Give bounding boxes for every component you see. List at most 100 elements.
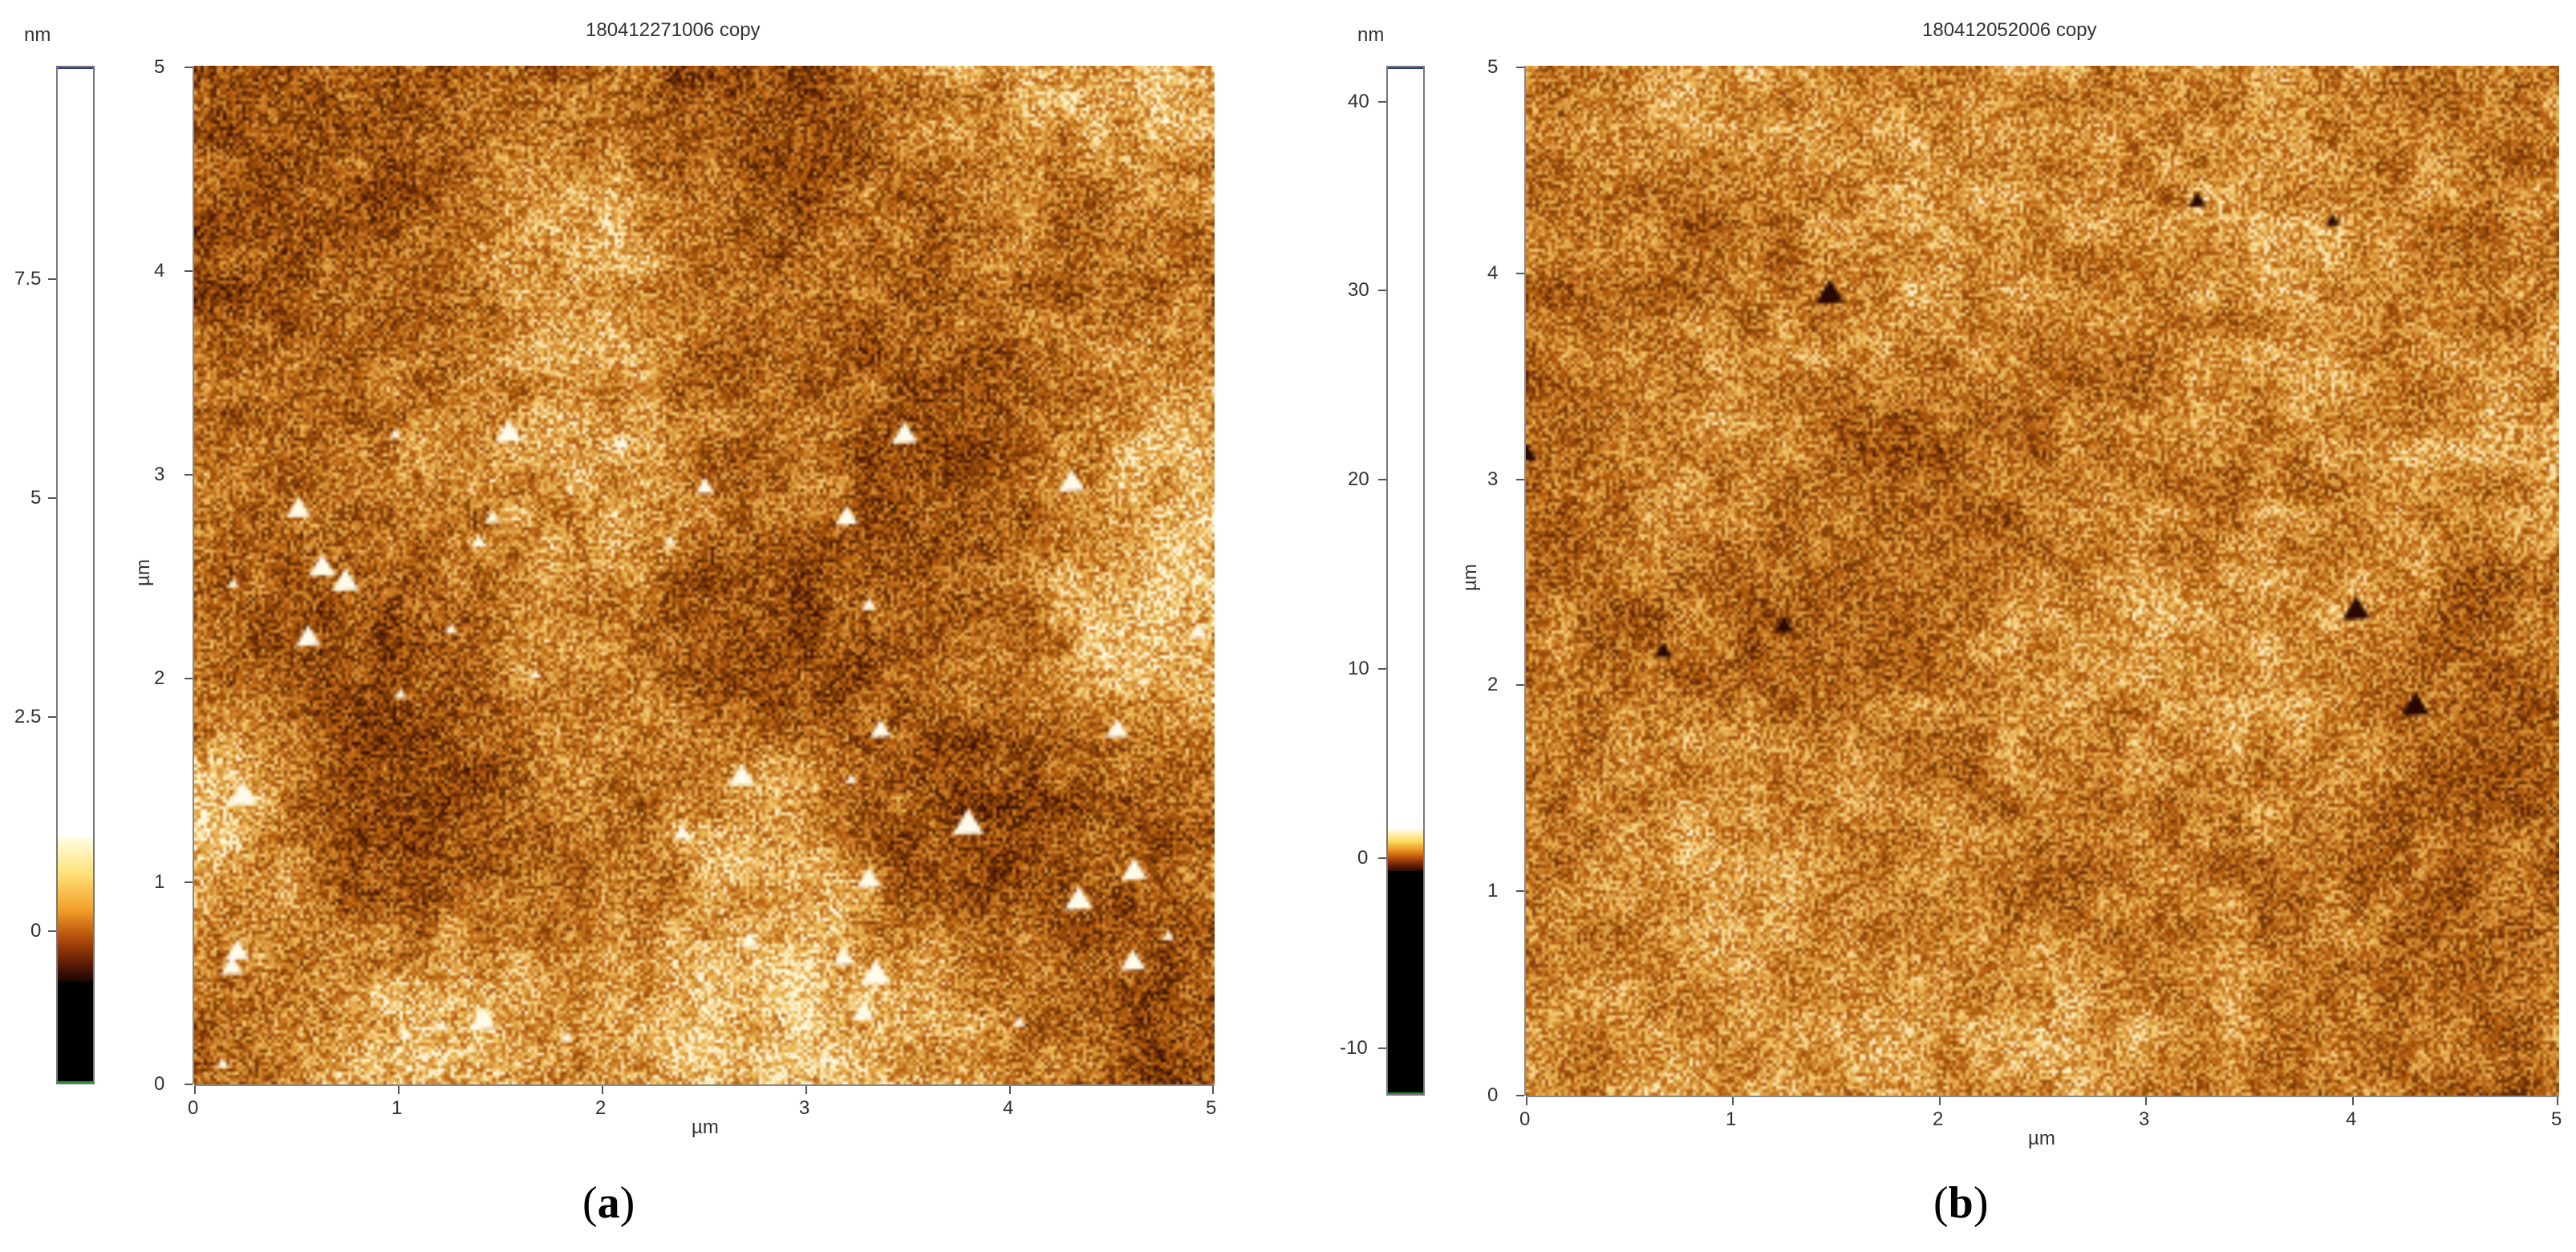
cbar-b-tick-20 [1378,479,1386,480]
colorbar-b-bottom-line [1388,1092,1423,1094]
y-tick-b-4 [1516,273,1524,274]
cbar-b-label-0: 0 [1357,847,1369,869]
cbar-a-tick-7-5 [48,278,56,280]
y-tick-a-0 [185,1084,193,1085]
y-tick-b-5 [1516,67,1524,68]
y-tick-a-2 [185,678,193,679]
y-axis-line-a [193,66,194,1084]
x-tick-b-3 [2145,1097,2147,1105]
y-tick-b-3 [1516,479,1524,480]
cbar-a-label-2-5: 2.5 [14,706,42,727]
y-tick-b-1 [1516,890,1524,892]
panel-letter-a: (a) [582,1178,635,1228]
afm-height-image-a [194,66,1215,1084]
colorbar-a-black [58,982,93,1083]
x-axis-label-b: µm [2028,1128,2055,1149]
cbar-b-label-minus-10: -10 [1340,1037,1368,1059]
x-tick-a-1 [398,1086,400,1094]
colorbar-b-white [1388,67,1423,829]
y-tick-label-a-3: 3 [154,464,165,485]
x-tick-label-b-2: 2 [1933,1108,1944,1130]
x-axis-label-a: µm [692,1116,719,1138]
y-tick-label-b-0: 0 [1487,1084,1499,1106]
y-tick-a-4 [185,270,193,272]
cbar-b-label-10: 10 [1348,658,1369,679]
cbar-a-tick-5 [48,497,56,499]
cbar-a-tick-2-5 [48,716,56,718]
x-axis-line-a [194,1084,1215,1086]
x-tick-label-a-4: 4 [1003,1097,1014,1119]
x-tick-a-3 [805,1086,807,1094]
y-axis-line-b [1524,66,1526,1096]
cbar-b-label-40: 40 [1348,91,1369,112]
colorbar-unit-b: nm [1357,24,1385,46]
y-tick-label-b-4: 4 [1487,262,1499,284]
x-tick-a-2 [602,1086,603,1094]
panel-letter-a-text: a [597,1178,620,1228]
x-tick-a-4 [1009,1086,1011,1094]
image-title-b: 180412052006 copy [1922,19,2097,41]
y-tick-label-b-3: 3 [1487,468,1499,490]
x-axis-line-b [1526,1096,2559,1097]
x-tick-a-5 [1212,1086,1214,1094]
cbar-a-label-5: 5 [30,487,42,508]
x-tick-b-1 [1732,1097,1734,1105]
cbar-a-label-7-5: 7.5 [14,268,42,290]
x-tick-label-a-1: 1 [391,1097,403,1119]
cbar-b-tick-minus-10 [1378,1047,1386,1049]
y-tick-label-a-4: 4 [154,260,165,282]
x-tick-b-5 [2557,1097,2558,1105]
panel-letter-b: (b) [1933,1178,1989,1228]
cbar-b-tick-0 [1378,857,1386,859]
cbar-a-label-0: 0 [30,920,42,942]
x-tick-label-b-0: 0 [1519,1108,1531,1130]
afm-image-canvas-a [194,66,1215,1084]
x-tick-label-b-4: 4 [2346,1108,2357,1130]
x-tick-b-2 [1939,1097,1941,1105]
colorbar-a-bottom-line [58,1081,93,1083]
y-axis-label-a: µm [132,559,154,586]
y-axis-label-b: µm [1458,564,1481,591]
image-title-a: 180412271006 copy [586,19,761,41]
colorbar-b-gradient [1388,829,1423,871]
x-tick-label-a-5: 5 [1206,1097,1217,1119]
y-tick-label-b-1: 1 [1487,880,1499,902]
y-tick-b-0 [1516,1095,1524,1096]
x-tick-label-a-3: 3 [799,1097,810,1119]
y-tick-b-2 [1516,684,1524,686]
cbar-b-label-30: 30 [1348,279,1369,301]
y-tick-label-a-2: 2 [154,667,165,689]
cbar-b-label-20: 20 [1348,468,1369,490]
colorbar-a-gradient [58,837,93,982]
y-tick-label-b-5: 5 [1487,56,1499,78]
afm-height-image-b [1526,66,2559,1096]
y-tick-label-a-0: 0 [154,1073,165,1095]
x-tick-a-0 [194,1086,196,1094]
cbar-a-tick-0 [48,930,56,932]
cbar-b-tick-40 [1378,101,1386,103]
x-tick-b-4 [2352,1097,2354,1105]
x-tick-label-b-1: 1 [1726,1108,1737,1130]
x-tick-label-a-0: 0 [188,1097,199,1119]
x-tick-label-b-5: 5 [2551,1108,2562,1130]
cbar-b-tick-10 [1378,668,1386,670]
y-tick-a-3 [185,474,193,476]
y-tick-label-a-1: 1 [154,871,165,893]
y-tick-a-5 [185,67,193,68]
x-tick-label-b-3: 3 [2139,1108,2150,1130]
colorbar-a-top-line [58,67,93,69]
colorbar-b-black [1388,871,1423,1094]
colorbar-unit-a: nm [24,24,51,46]
colorbar-a-white [58,67,93,837]
colorbar-b-top-line [1388,67,1423,69]
y-tick-a-1 [185,881,193,883]
y-tick-label-b-2: 2 [1487,674,1499,695]
colorbar-b [1386,66,1425,1096]
panel-letter-b-text: b [1948,1178,1974,1228]
afm-image-canvas-b [1526,66,2559,1096]
y-tick-label-a-5: 5 [154,56,165,78]
colorbar-a [56,66,95,1084]
cbar-b-tick-30 [1378,290,1386,291]
x-tick-b-0 [1526,1097,1527,1105]
x-tick-label-a-2: 2 [595,1097,606,1119]
